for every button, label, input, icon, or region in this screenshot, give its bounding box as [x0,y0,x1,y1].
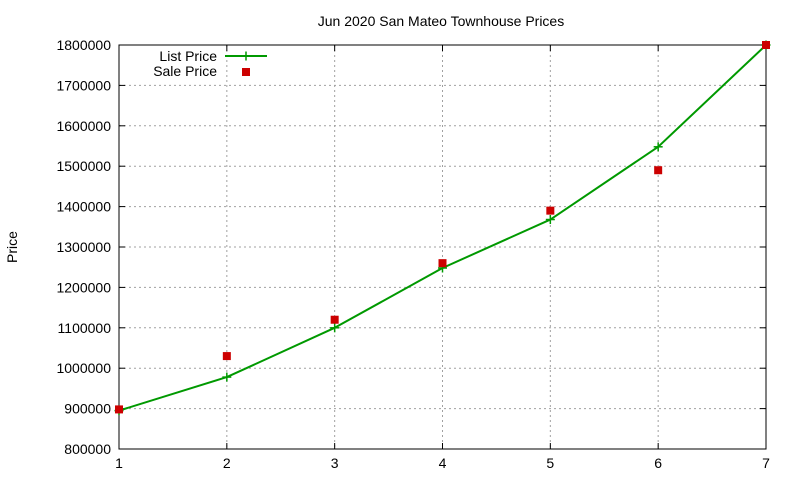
y-tick-label: 1000000 [56,360,111,376]
y-tick-label: 1200000 [56,279,111,295]
sale-price-point [762,41,770,49]
x-tick-label: 2 [223,455,231,471]
y-tick-label: 1700000 [56,77,111,93]
x-tick-label: 1 [115,455,123,471]
legend-marker-sale-price [242,68,250,76]
y-tick-label: 800000 [64,441,111,457]
sale-price-point [546,206,555,215]
legend: List Price Sale Price [153,48,267,79]
x-tick-label: 5 [546,455,554,471]
sale-price-point [330,315,339,324]
legend-label-sale-price: Sale Price [153,63,217,79]
legend-marker-list-price [241,51,251,61]
y-tick-label: 900000 [64,401,111,417]
sale-price-point [438,259,447,268]
legend-label-list-price: List Price [159,48,217,64]
y-tick-label: 1600000 [56,118,111,134]
list-price-point [653,142,663,152]
y-tick-label: 1400000 [56,199,111,215]
y-axis-label: Price [4,231,20,263]
y-tick-labels: 800000 900000 1000000 1100000 1200000 1300000… [56,37,111,457]
list-price-point [545,215,555,225]
x-tick-label: 4 [439,455,447,471]
list-price-point [330,323,340,333]
series-layer [114,40,771,416]
chart-title: Jun 2020 San Mateo Townhouse Prices [318,13,564,29]
sale-price-point [222,352,231,361]
y-tick-label: 1500000 [56,158,111,174]
x-tick-label: 3 [331,455,339,471]
tick-marks [118,44,767,450]
sale-price-point [654,166,663,175]
grid-lines [119,45,766,449]
y-tick-label: 1300000 [56,239,111,255]
x-tick-labels: 1 2 3 4 5 6 7 [115,455,770,471]
y-tick-label: 1100000 [58,320,112,336]
y-tick-label: 1800000 [56,37,111,53]
x-tick-label: 7 [762,455,770,471]
sale-price-point [115,405,123,414]
list-price-point [222,372,232,382]
x-tick-label: 6 [654,455,662,471]
